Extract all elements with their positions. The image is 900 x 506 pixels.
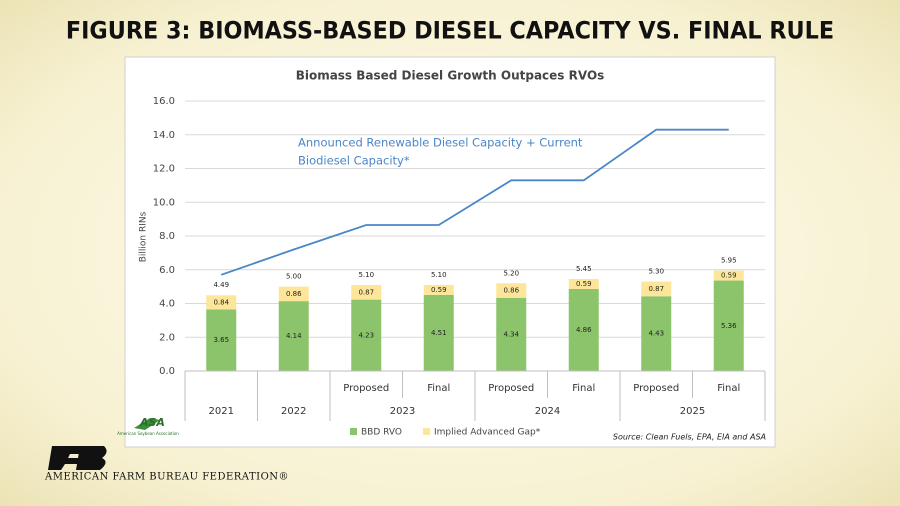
bar-segment — [423, 294, 454, 371]
bar-segment — [496, 297, 527, 371]
y-tick-label: 14.0 — [153, 130, 175, 141]
bar-segment — [206, 295, 237, 310]
afbf-logo — [48, 446, 107, 470]
bar-segment — [496, 283, 527, 298]
y-tick-label: 16.0 — [153, 96, 175, 107]
logo-subtitle: American Soybean Association — [117, 431, 179, 436]
footer-organization: AMERICAN FARM BUREAU FEDERATION® — [44, 472, 289, 483]
chart-title: Biomass Based Diesel Growth Outpaces RVO… — [296, 69, 605, 83]
legend-label: Implied Advanced Gap* — [434, 428, 541, 438]
legend-swatch — [422, 428, 430, 435]
bar-segment — [351, 284, 382, 300]
x-tick-label: Proposed — [488, 383, 534, 394]
y-tick-label: 4.0 — [159, 299, 175, 310]
total-label: 5.20 — [503, 269, 519, 277]
bar-value-label: 4.43 — [648, 330, 664, 338]
bar-value-label: 0.59 — [576, 280, 592, 288]
total-label: 5.00 — [286, 273, 302, 281]
bar-segment — [278, 286, 309, 302]
x-group-label: 2023 — [390, 406, 415, 417]
chart-frame — [124, 56, 776, 448]
logo-name: ASA — [139, 416, 165, 429]
total-label: 5.95 — [721, 257, 737, 265]
x-tick-label: Proposed — [633, 383, 679, 394]
x-group-label: 2024 — [535, 406, 560, 417]
bar-value-label: 5.36 — [721, 322, 737, 330]
x-tick-label: Final — [427, 383, 450, 394]
y-tick-label: 10.0 — [153, 197, 175, 208]
total-label: 5.30 — [648, 268, 664, 276]
y-tick-label: 2.0 — [159, 332, 175, 343]
y-tick-label: 12.0 — [153, 164, 175, 175]
bar-value-label: 4.14 — [286, 332, 302, 340]
y-axis-label: Billion RINs — [139, 211, 149, 262]
total-label: 4.49 — [213, 281, 229, 289]
bar-segment — [278, 301, 309, 371]
bar-segment — [641, 281, 672, 297]
bar-value-label: 4.23 — [358, 331, 374, 339]
bar-value-label: 0.86 — [286, 290, 302, 298]
bar-value-label: 0.87 — [358, 288, 374, 296]
bar-segment — [206, 309, 237, 371]
bar-segment — [423, 284, 454, 295]
bar-value-label: 0.59 — [431, 286, 447, 294]
x-group-label: 2022 — [281, 406, 306, 417]
total-label: 5.10 — [431, 271, 447, 279]
y-tick-label: 6.0 — [159, 265, 175, 276]
x-group-label: 2025 — [680, 406, 705, 417]
bar-value-label: 3.65 — [213, 336, 229, 344]
source: Source: Clean Fuels, EPA, EIA and ASA — [613, 433, 766, 442]
total-label: 5.45 — [576, 265, 592, 273]
capacity-line — [220, 128, 729, 276]
line-annotation: Biodiesel Capacity* — [298, 154, 410, 168]
line-annotation: Announced Renewable Diesel Capacity + Cu… — [298, 136, 583, 150]
y-tick-label: 0.0 — [159, 366, 175, 377]
x-group-label: 2021 — [209, 406, 234, 417]
x-tick-label: Proposed — [343, 383, 389, 394]
x-tick-label: Final — [572, 383, 595, 394]
y-tick-label: 8.0 — [159, 231, 175, 242]
bar-segment — [568, 288, 599, 371]
bar-value-label: 4.34 — [503, 330, 519, 338]
legend-label: BBD RVO — [361, 428, 402, 438]
bar-value-label: 0.84 — [213, 298, 229, 306]
x-tick-label: Final — [717, 383, 740, 394]
asa-logo: ASA American Soybean Association — [117, 416, 179, 436]
bar-segment — [713, 280, 744, 371]
legend-swatch — [350, 428, 357, 435]
bar-segment — [568, 279, 599, 289]
total-label: 5.10 — [358, 271, 374, 279]
slide-title: FIGURE 3: BIOMASS-BASED DIESEL CAPACITY … — [66, 17, 834, 45]
bar-value-label: 0.59 — [721, 272, 737, 280]
bar-segment — [713, 270, 744, 281]
bar-segment — [351, 299, 382, 371]
bar-value-label: 0.86 — [503, 287, 519, 295]
bar-value-label: 0.87 — [648, 285, 664, 293]
bar-segment — [641, 296, 672, 371]
bar-value-label: 4.86 — [576, 326, 592, 334]
bar-value-label: 4.51 — [431, 329, 447, 337]
